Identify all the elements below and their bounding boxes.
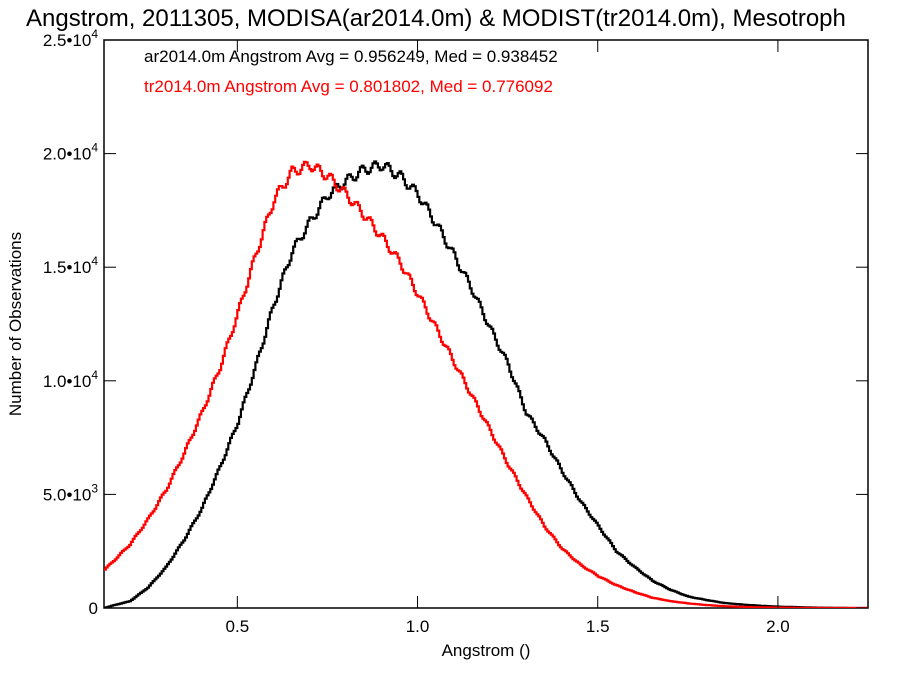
x-tick-label: 2.0 [766, 617, 790, 636]
y-tick-label: 5.0•103 [43, 481, 99, 504]
y-tick-label: 1.5•104 [43, 254, 99, 277]
series-line-2 [104, 160, 868, 608]
series-line-1 [104, 160, 868, 608]
x-tick-label: 0.5 [226, 617, 250, 636]
plot-frame [103, 39, 869, 609]
x-tick-label: 1.0 [406, 617, 430, 636]
x-axis-label: Angstrom () [442, 641, 531, 660]
annotation-2: tr2014.0m Angstrom Avg = 0.801802, Med =… [144, 77, 553, 96]
y-tick-label: 2.5•104 [43, 27, 99, 50]
x-axis: 0.5 1.0 1.5 2.0 [226, 40, 790, 636]
annotation-1: ar2014.0m Angstrom Avg = 0.956249, Med =… [144, 47, 558, 66]
y-tick-label: 0 [89, 599, 98, 618]
annotations: ar2014.0m Angstrom Avg = 0.956249, Med =… [144, 47, 558, 96]
series-group [104, 160, 868, 608]
y-tick-label: 2.0•104 [43, 141, 99, 164]
chart-title: Angstrom, 2011305, MODISA(ar2014.0m) & M… [26, 5, 846, 32]
y-axis: 0 5.0•103 1.0•104 1.5•104 2.0•104 2.5•104 [43, 27, 868, 618]
y-tick-label: 1.0•104 [43, 368, 99, 391]
x-tick-label: 1.5 [586, 617, 610, 636]
y-axis-label: Number of Observations [6, 232, 25, 416]
